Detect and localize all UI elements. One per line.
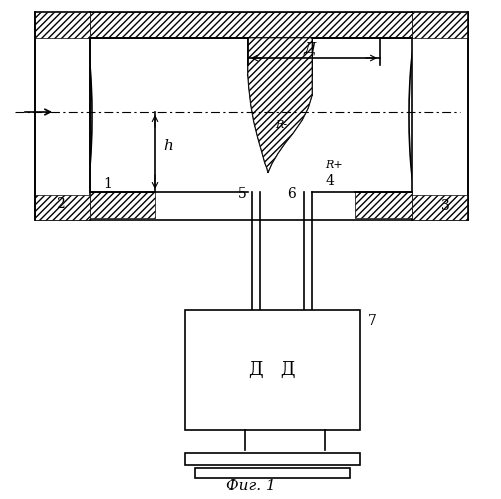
Polygon shape — [247, 38, 312, 172]
Polygon shape — [247, 38, 268, 75]
Polygon shape — [90, 192, 155, 218]
Text: 2: 2 — [56, 197, 64, 211]
Polygon shape — [35, 195, 90, 220]
Text: 4: 4 — [325, 174, 334, 188]
Text: R-: R- — [275, 120, 287, 130]
Text: 5: 5 — [237, 187, 246, 201]
Polygon shape — [247, 38, 295, 78]
Text: Фиг. 1: Фиг. 1 — [225, 479, 276, 493]
Polygon shape — [35, 12, 90, 38]
Bar — [194, 468, 349, 478]
Ellipse shape — [74, 36, 92, 196]
Bar — [185, 453, 359, 465]
Text: Д: Д — [303, 41, 316, 55]
Polygon shape — [247, 38, 312, 168]
Polygon shape — [411, 195, 467, 220]
Text: R+: R+ — [324, 160, 342, 170]
Polygon shape — [411, 12, 467, 220]
Bar — [185, 310, 359, 430]
Text: 6: 6 — [287, 187, 296, 201]
Text: Д   Д: Д Д — [248, 361, 295, 379]
Polygon shape — [35, 12, 90, 220]
Polygon shape — [90, 12, 411, 38]
Polygon shape — [354, 192, 411, 218]
Polygon shape — [295, 38, 312, 75]
Text: 7: 7 — [367, 314, 376, 328]
Ellipse shape — [408, 36, 426, 196]
Polygon shape — [411, 12, 467, 38]
Text: h: h — [163, 139, 172, 153]
Text: 1: 1 — [103, 177, 112, 191]
Text: 3: 3 — [440, 199, 448, 213]
